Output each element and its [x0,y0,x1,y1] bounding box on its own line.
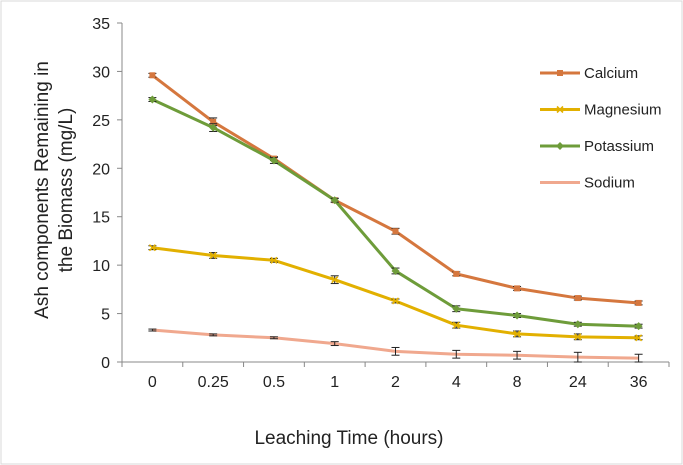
x-tick-label: 24 [569,374,587,391]
legend-label: Magnesium [584,102,662,119]
x-tick-label: 0.25 [198,374,229,391]
data-point [453,271,459,277]
x-tick-label: 0 [148,374,157,391]
x-tick-label: 0.5 [263,374,285,391]
y-tick-label: 25 [92,113,110,130]
data-point [149,72,155,78]
data-point [393,228,399,234]
y-tick-label: 0 [101,355,110,372]
x-axis-title: Leaching Time (hours) [254,428,443,449]
y-axis-title-line-1: Ash components Remaining in [32,61,53,319]
data-point [575,295,581,301]
y-tick-label: 10 [92,258,110,275]
legend-label: Calcium [584,65,638,82]
y-tick-label: 5 [101,307,110,324]
x-tick-labels: 0 0.25 0.5 1 2 4 8 24 36 [148,374,648,391]
x-tick-label: 2 [391,374,400,391]
legend-label: Sodium [584,175,635,192]
y-axis-title-line-2: the Biomass (mg/L) [56,108,77,273]
x-tick-label: 8 [513,374,522,391]
legend-marker [557,70,563,76]
data-point [636,300,642,306]
legend-label: Potassium [584,138,654,155]
data-point [514,285,520,291]
y-tick-label: 30 [92,64,110,81]
x-tick-label: 36 [630,374,648,391]
y-tick-label: 15 [92,210,110,227]
y-tick-label: 20 [92,161,110,178]
x-tick-label: 1 [330,374,339,391]
y-tick-label: 35 [92,16,110,33]
x-tick-label: 4 [452,374,461,391]
